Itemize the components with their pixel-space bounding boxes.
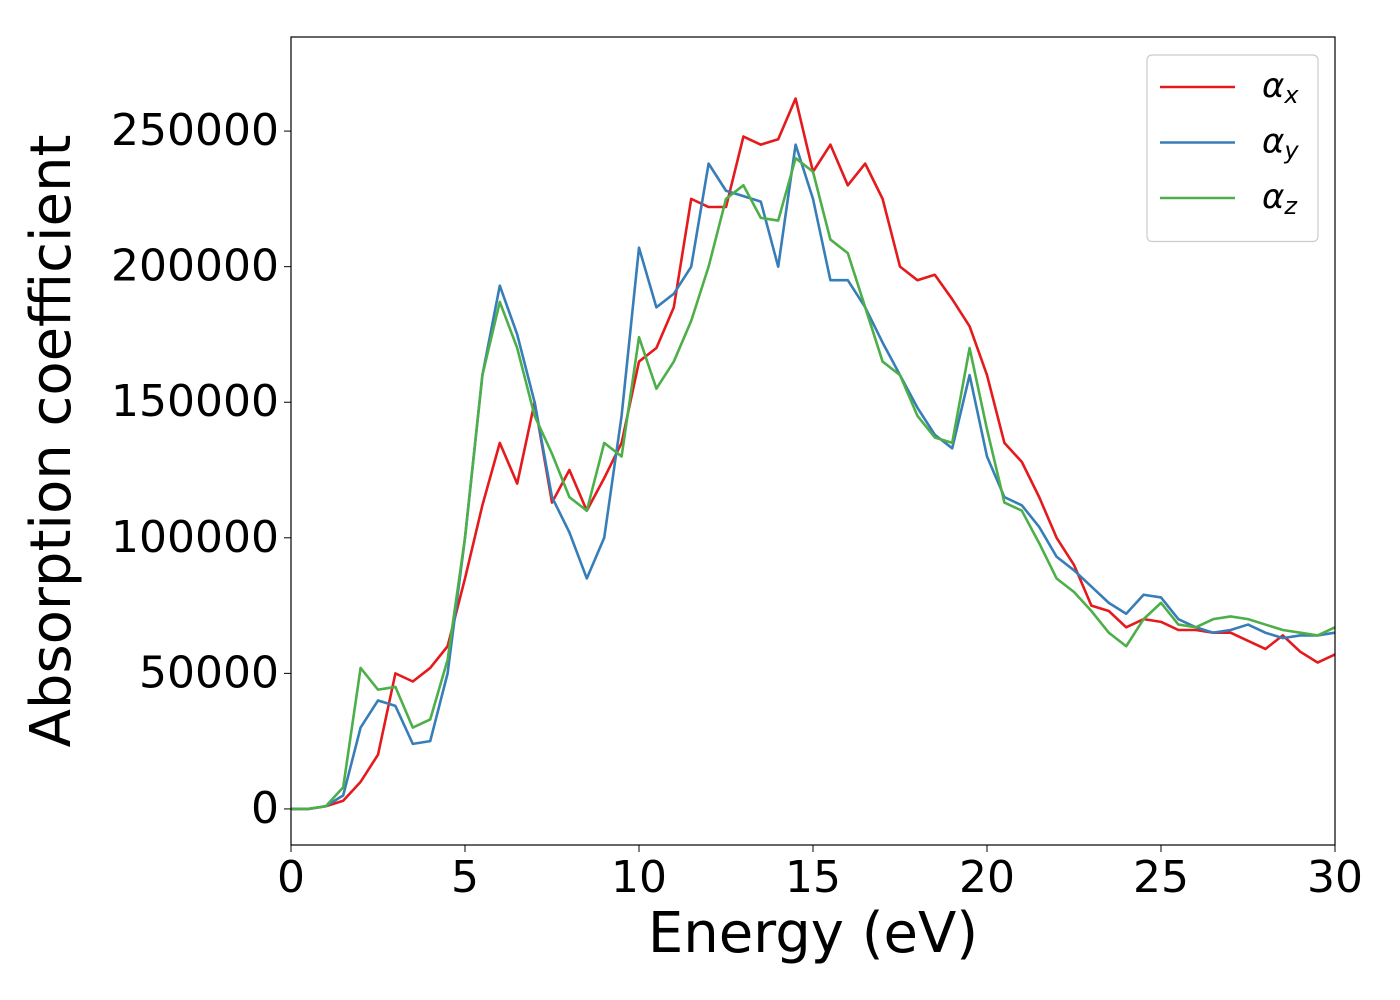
x-tick-label: 25 <box>1133 852 1189 903</box>
x-tick-label: 10 <box>611 852 667 903</box>
legend-label: αx <box>1262 66 1299 110</box>
x-tick-label: 0 <box>277 852 305 903</box>
x-tick-label: 30 <box>1307 852 1363 903</box>
data-line <box>291 156 1335 811</box>
y-tick-label: 50000 <box>139 647 279 698</box>
plot-area <box>291 97 1335 811</box>
legend-label: αz <box>1262 177 1298 221</box>
x-tick-label: 15 <box>785 852 841 903</box>
y-tick-label: 250000 <box>111 105 279 156</box>
x-axis-label: Energy (eV) <box>648 901 978 966</box>
y-tick-label: 150000 <box>111 376 279 427</box>
data-line <box>291 143 1335 811</box>
y-tick-label: 200000 <box>111 241 279 292</box>
y-tick-label: 100000 <box>111 512 279 563</box>
x-tick-label: 20 <box>959 852 1015 903</box>
y-axis-label: Absorption coefficient <box>19 135 84 748</box>
y-tick-label: 0 <box>251 783 279 834</box>
x-tick-label: 5 <box>451 852 479 903</box>
axes-frame <box>290 36 1336 846</box>
legend-label: αy <box>1262 121 1299 165</box>
legend-box <box>1146 54 1319 243</box>
